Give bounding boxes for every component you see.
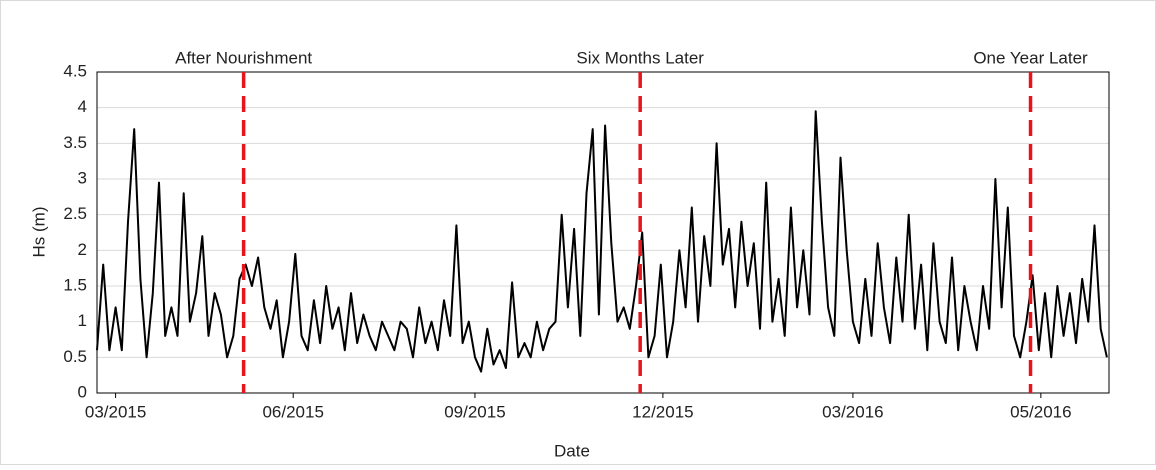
x-tick-label: 03/2016 <box>822 402 883 421</box>
x-tick-label: 09/2015 <box>444 402 505 421</box>
x-tick-label: 05/2016 <box>1010 402 1071 421</box>
data-line <box>96 110 1108 373</box>
y-tick-label: 1.5 <box>63 275 87 294</box>
y-tick-label: 3.5 <box>63 133 87 152</box>
x-tick-label: 03/2015 <box>85 402 146 421</box>
event-label: Six Months Later <box>576 48 704 67</box>
plot-frame <box>96 71 1110 394</box>
y-tick-label: 3 <box>78 168 87 187</box>
y-tick-label: 2.5 <box>63 204 87 223</box>
y-tick-label: 2 <box>78 240 87 259</box>
event-label: One Year Later <box>973 48 1088 67</box>
y-tick-label: 0.5 <box>63 347 87 366</box>
x-tick-label: 12/2015 <box>632 402 693 421</box>
y-tick-label: 1 <box>78 311 87 330</box>
y-tick-label: 0 <box>78 382 87 401</box>
event-label: After Nourishment <box>175 48 312 67</box>
y-axis-label: Hs (m) <box>29 207 48 258</box>
x-tick-label: 06/2015 <box>262 402 323 421</box>
x-axis-label: Date <box>554 441 590 460</box>
y-tick-label: 4.5 <box>63 61 87 80</box>
y-tick-label: 4 <box>78 97 87 116</box>
